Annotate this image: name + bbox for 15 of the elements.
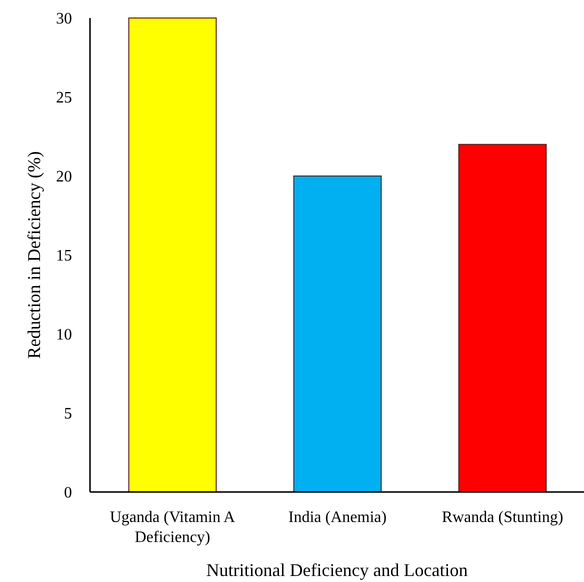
x-tick-label: Uganda (Vitamin A Deficiency)	[110, 509, 236, 546]
bar	[128, 18, 217, 492]
y-tick-label: 5	[64, 406, 72, 423]
y-tick-label: 30	[56, 10, 72, 28]
y-tick-label: 20	[56, 168, 72, 186]
y-axis-title: Reduction in Deficiency (%)	[24, 151, 44, 359]
y-tick-label: 10	[56, 326, 72, 344]
x-axis-title: Nutritional Deficiency and Location	[206, 560, 468, 580]
y-tick-label: 25	[56, 90, 72, 107]
x-tick-label: India (Anemia)	[288, 509, 387, 526]
bar	[293, 176, 382, 492]
bar	[458, 144, 547, 492]
y-tick-label: 15	[56, 248, 72, 265]
x-tick-label: Rwanda (Stunting)	[442, 509, 564, 526]
y-tick-label: 0	[64, 484, 72, 502]
